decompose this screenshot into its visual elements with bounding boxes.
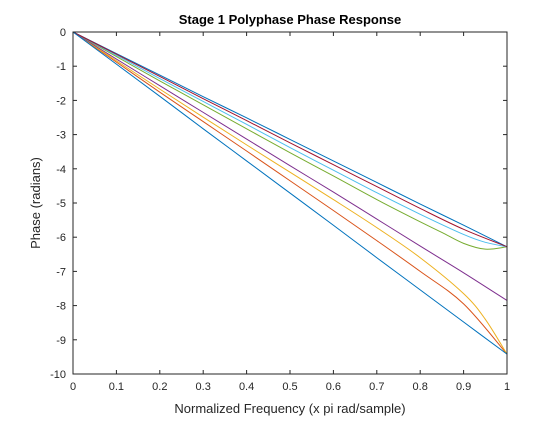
y-tick-label: -10 (50, 369, 66, 381)
y-tick-label: -2 (56, 95, 66, 107)
series-line-6 (72, 31, 508, 248)
x-tick-label: 0.6 (326, 381, 341, 393)
y-tick-label: -5 (56, 198, 66, 210)
y-tick-label: -3 (56, 130, 66, 142)
x-tick-label: 0.9 (456, 381, 471, 393)
series-line-5 (72, 31, 508, 250)
x-tick-label: 0.1 (109, 381, 124, 393)
x-tick-label: 0.2 (152, 381, 167, 393)
plot-background (73, 32, 507, 374)
chart-title: Stage 1 Polyphase Phase Response (179, 12, 402, 27)
y-tick-label: -7 (56, 266, 66, 278)
x-tick-label: 0.7 (369, 381, 384, 393)
y-tick-label: 0 (60, 27, 66, 39)
series-layer (72, 31, 508, 355)
y-tick-label: -4 (56, 164, 66, 176)
x-tick-label: 1 (504, 381, 510, 393)
series-line-2 (72, 31, 508, 355)
y-tick-label: -1 (56, 61, 66, 73)
series-line-8 (72, 31, 508, 355)
x-tick-label: 0.8 (413, 381, 428, 393)
x-tick-label: 0 (70, 381, 76, 393)
series-line-1 (72, 31, 508, 248)
x-tick-label: 0.4 (239, 381, 254, 393)
x-axis-ticks: 0 0.1 0.2 0.3 0.4 0.5 0.6 0.7 0.8 0.9 1 (70, 32, 510, 393)
series-line-4 (72, 31, 508, 301)
y-axis-ticks: 0 -1 -2 -3 -4 -5 -6 -7 -8 -9 -10 (50, 27, 507, 381)
y-tick-label: -8 (56, 301, 66, 313)
series-line-7 (72, 31, 508, 248)
y-tick-label: -6 (56, 232, 66, 244)
x-tick-label: 0.5 (282, 381, 297, 393)
y-tick-label: -9 (56, 335, 66, 347)
x-tick-label: 0.3 (196, 381, 211, 393)
y-axis-label: Phase (radians) (28, 157, 43, 249)
series-line-3 (72, 31, 508, 355)
x-axis-label: Normalized Frequency (x pi rad/sample) (174, 401, 405, 416)
